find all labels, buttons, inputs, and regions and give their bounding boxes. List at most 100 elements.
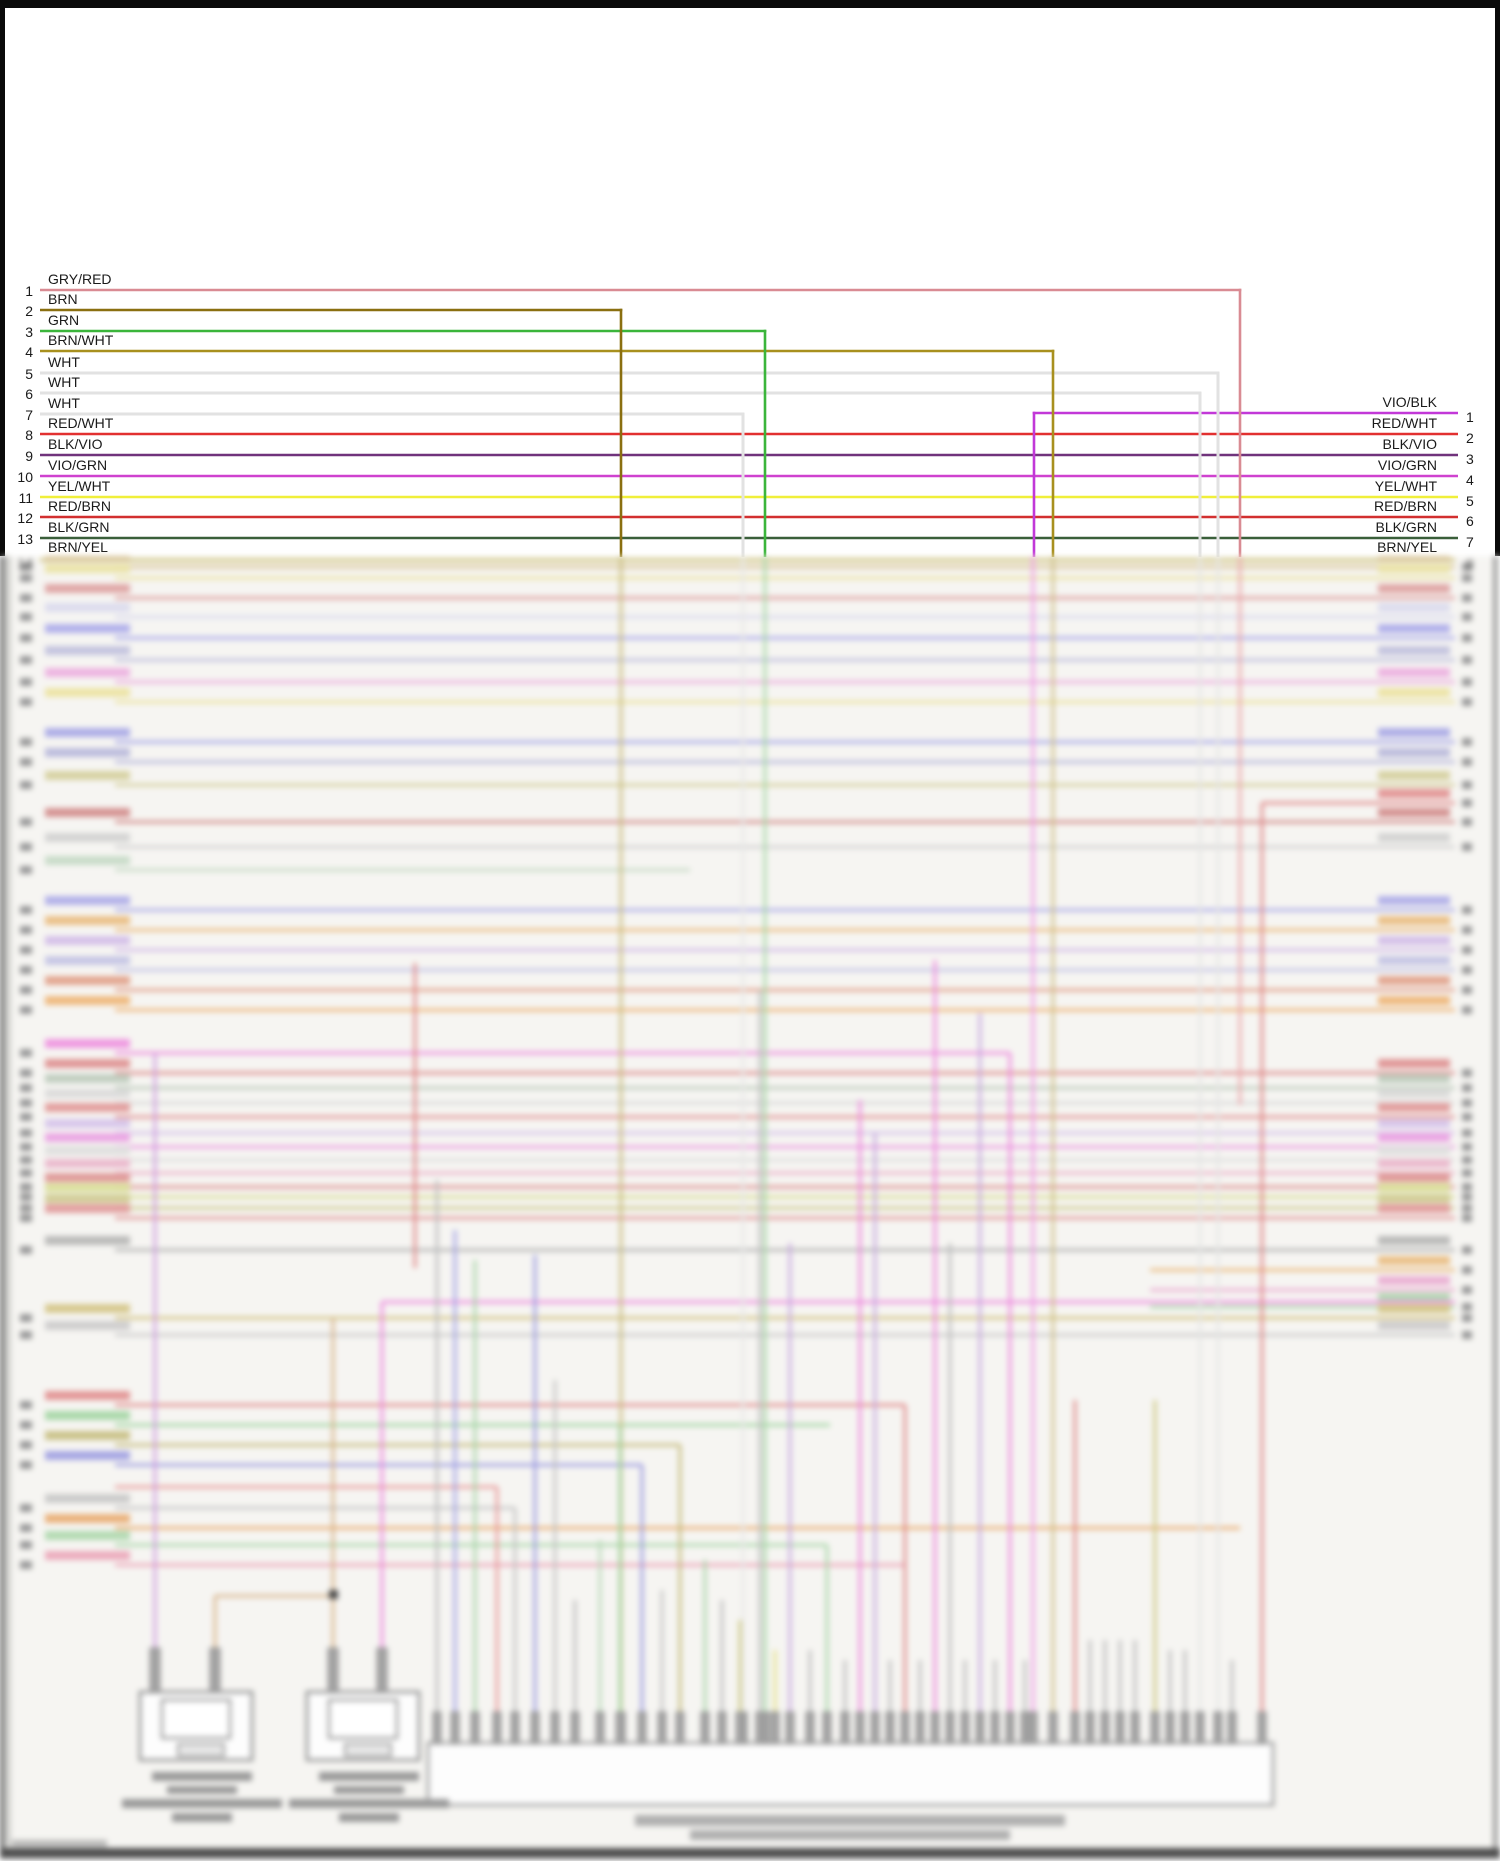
blurred-connector-pin-terminal [1130,1711,1140,1745]
blurred-left-wire-label [45,556,130,562]
blurred-left-pin-number-14: 14 [17,556,33,571]
blurred-left-pin-number [20,1441,32,1449]
blurred-right-pin-number [1462,946,1472,954]
blurred-component-2-label-line-1 [319,1772,419,1781]
blurred-bottom-connector-bar [426,1741,1275,1807]
left-pin-number-6: 6 [25,386,33,402]
blurred-right-wire-label [1378,1074,1450,1083]
left-pin-number-3: 3 [25,324,33,340]
right-pin-number-1: 1 [1466,409,1474,425]
blurred-connector-pin-terminal [492,1711,502,1745]
blurred-left-wire-label [45,1391,130,1400]
blurred-component-2-pin-terminal [376,1647,388,1695]
blurred-left-pin-number [20,1541,32,1549]
blurred-right-pin-number [1462,563,1472,571]
right-pin-label-8: BRN/YEL [1377,539,1437,555]
blurred-right-pin-number [1462,843,1472,851]
blurred-left-pin-number [20,1561,32,1569]
blurred-left-wire-label [45,771,130,780]
blurred-right-pin-number [1462,781,1472,789]
right-pin-number-2: 2 [1466,430,1474,446]
blurred-connector-pin-terminal [990,1711,1000,1745]
left-pin-label-3: GRN [48,312,79,328]
blurred-left-pin-number [20,1314,32,1322]
blurred-right-wire-label [1378,1183,1450,1192]
blurred-verticals-group [153,556,1264,1716]
blurred-right-pin-number [1462,1303,1472,1311]
blurred-left-pin-number [20,926,32,934]
blurred-right-pin-number [1462,1069,1472,1077]
blurred-right-pin-number [1462,1331,1472,1339]
blurred-left-wire-label [45,584,130,593]
blurred-right-wire-label [1378,688,1450,697]
right-pin-label-4: VIO/GRN [1378,457,1437,473]
blurred-left-wire-label [45,956,130,965]
blurred-right-wire-label [1378,564,1450,573]
right-pin-label-1: VIO/BLK [1383,394,1438,410]
blurred-connector-pin-terminal [840,1711,850,1745]
blurred-connector-pin-terminal [785,1711,795,1745]
blurred-left-pin-number [20,758,32,766]
blurred-component-2-label-line-2 [334,1786,404,1794]
blurred-left-pin-number [20,1183,32,1191]
blurred-connector-pin-terminal [885,1711,895,1745]
blurred-right-wire-label [1378,896,1450,905]
right-pin-label-3: BLK/VIO [1383,436,1438,452]
right-pin-number-6: 6 [1466,513,1474,529]
blurred-right-wire-label [1378,916,1450,925]
left-pin-label-14: BRN/YEL [48,539,108,555]
blurred-connector-pin-terminal [595,1711,605,1745]
left-pin-number-10: 10 [17,469,33,485]
blurred-component-2-label-line-4 [339,1813,399,1822]
right-pin-label-6: RED/BRN [1374,498,1437,514]
left-pin-label-2: BRN [48,291,78,307]
blurred-right-pin-number [1462,986,1472,994]
blurred-connector-pin-terminal [1180,1711,1190,1745]
blurred-right-wire-label [1378,1256,1450,1265]
blurred-connector-pin-terminal [550,1711,560,1745]
blurred-left-pin-number [20,1193,32,1201]
left-pin-number-11: 11 [18,490,33,506]
blurred-connector-pin-terminal [657,1711,667,1745]
blurred-component-1-label-line-2 [167,1786,237,1794]
vertical-wires-group [619,288,1242,557]
left-pin-label-13: BLK/GRN [48,519,109,535]
blurred-watermark [12,1840,107,1847]
blurred-connector-pin-terminal [1085,1711,1095,1745]
blurred-left-pin-number [20,1214,32,1222]
blurred-left-wire-label [45,624,130,633]
blurred-right-wire-label [1378,808,1450,817]
blurred-right-wire-label [1378,556,1450,562]
blurred-right-wire-label [1378,624,1450,633]
blurred-connector-pin-terminal [615,1711,625,1745]
wiring-diagram-blurred-canvas: 14 8 [0,556,1500,1861]
blurred-right-wire-label [1378,1133,1450,1142]
blurred-left-pin-number [20,574,32,582]
blurred-right-wire-label [1378,1321,1450,1330]
blurred-right-wire-label [1378,833,1450,842]
left-pin-number-8: 8 [25,427,33,443]
blurred-right-pin-number [1462,1006,1472,1014]
blurred-left-wire-label [45,1074,130,1083]
blurred-left-pin-number [20,1156,32,1164]
frame-border-right [1495,0,1500,556]
blurred-left-pin-number [20,613,32,621]
blurred-left-wire-label [45,833,130,842]
blurred-connector-pin-terminal [945,1711,955,1745]
blurred-left-wire-label [45,1133,130,1142]
blurred-connector-pin-terminal [700,1711,710,1745]
blurred-connector-pin-terminal [450,1711,460,1745]
blurred-right-edge-1 [1497,556,1500,1848]
left-pin-label-7: WHT [48,395,80,411]
blurred-right-pin-number [1462,1084,1472,1092]
blurred-left-wire-label [45,1039,130,1048]
blurred-left-wire-label [45,808,130,817]
blurred-left-pin-number [20,1129,32,1137]
blurred-right-pin-number [1462,1169,1472,1177]
blurred-connector-pin-terminal [570,1711,580,1745]
blurred-left-wire-label [45,646,130,655]
blurred-left-pin-number [20,1084,32,1092]
blurred-right-wire-label [1378,728,1450,737]
blurred-bottom-frame-band [0,1848,1500,1858]
blurred-right-wire-label [1378,1204,1450,1213]
